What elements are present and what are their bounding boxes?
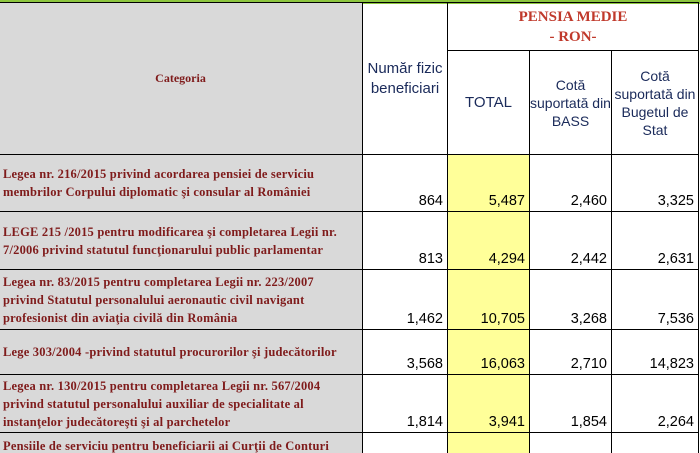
row-buget[interactable]: 7,536: [611, 269, 699, 330]
pensia-unit: - RON-: [549, 28, 597, 45]
table-row: LEGE 215 /2015 pentru modificarea şi com…: [0, 211, 699, 270]
table-row: Legea nr. 216/2015 privind acordarea pen…: [0, 154, 699, 212]
row-total[interactable]: 10,705: [447, 269, 530, 330]
row-numar[interactable]: 813: [362, 211, 448, 270]
row-bass[interactable]: 2,710: [529, 329, 612, 375]
row-total[interactable]: 16,063: [447, 329, 530, 375]
row-bass[interactable]: [529, 432, 612, 453]
row-bass[interactable]: 1,854: [529, 374, 612, 433]
table-row: Legea nr. 83/2015 pentru completarea Leg…: [0, 269, 699, 330]
header-pensia-medie[interactable]: PENSIA MEDIE - RON-: [447, 2, 699, 51]
row-buget[interactable]: 3,325: [611, 154, 699, 212]
row-numar[interactable]: 1,462: [362, 269, 448, 330]
row-total[interactable]: 3,941: [447, 374, 530, 433]
header-total[interactable]: TOTAL: [447, 50, 530, 155]
row-numar[interactable]: 864: [362, 154, 448, 212]
row-total[interactable]: 5,487: [447, 154, 530, 212]
row-numar[interactable]: 1,814: [362, 374, 448, 433]
table-row: Pensiile de serviciu pentru beneficiarii…: [0, 432, 699, 453]
row-buget[interactable]: 2,631: [611, 211, 699, 270]
row-numar[interactable]: 3,568: [362, 329, 448, 375]
row-category[interactable]: Pensiile de serviciu pentru beneficiarii…: [0, 432, 363, 453]
header-cota-bass[interactable]: Cotă suportată din BASS: [529, 50, 612, 155]
row-numar[interactable]: [362, 432, 448, 453]
row-buget[interactable]: [611, 432, 699, 453]
pensia-title: PENSIA MEDIE: [518, 8, 628, 25]
table-row: Legea nr. 130/2015 pentru completarea Le…: [0, 374, 699, 433]
header-cota-buget[interactable]: Cotă suportată din Bugetul de Stat: [611, 50, 699, 155]
row-buget[interactable]: 14,823: [611, 329, 699, 375]
row-category[interactable]: Legea nr. 130/2015 pentru completarea Le…: [0, 374, 363, 433]
row-category[interactable]: Legea nr. 216/2015 privind acordarea pen…: [0, 154, 363, 212]
table-row: Lege 303/2004 -privind statutul procuror…: [0, 329, 699, 375]
header-numar-fizic[interactable]: Număr fizic beneficiari: [362, 2, 448, 155]
row-category[interactable]: Lege 303/2004 -privind statutul procuror…: [0, 329, 363, 375]
row-bass[interactable]: 2,460: [529, 154, 612, 212]
row-total[interactable]: [447, 432, 530, 453]
row-buget[interactable]: 2,264: [611, 374, 699, 433]
header-categoria[interactable]: Categoria: [0, 2, 363, 155]
row-category[interactable]: Legea nr. 83/2015 pentru completarea Leg…: [0, 269, 363, 330]
row-total[interactable]: 4,294: [447, 211, 530, 270]
row-bass[interactable]: 3,268: [529, 269, 612, 330]
row-bass[interactable]: 2,442: [529, 211, 612, 270]
row-category[interactable]: LEGE 215 /2015 pentru modificarea şi com…: [0, 211, 363, 270]
